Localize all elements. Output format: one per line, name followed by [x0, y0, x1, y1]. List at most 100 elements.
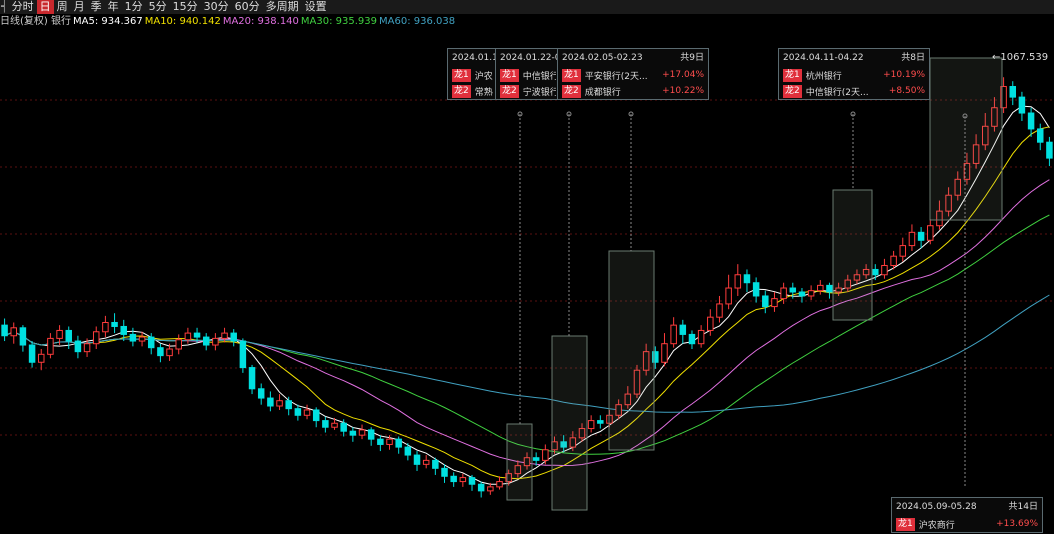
candle[interactable] [294, 404, 302, 421]
candle[interactable] [1046, 136, 1053, 167]
candle[interactable] [92, 326, 100, 350]
candle[interactable] [395, 436, 402, 454]
toolbar-period-4[interactable]: 月 [73, 0, 85, 13]
candle[interactable] [184, 327, 192, 344]
candle[interactable] [102, 315, 109, 338]
candle[interactable] [624, 386, 632, 409]
candle[interactable] [991, 97, 998, 132]
candle[interactable] [312, 407, 320, 428]
candle[interactable] [147, 333, 155, 355]
candle[interactable] [789, 282, 797, 299]
candle[interactable] [945, 187, 952, 217]
candle[interactable] [862, 264, 870, 279]
candle[interactable] [285, 396, 292, 416]
toolbar-period-6[interactable]: 年 [107, 0, 119, 13]
candle[interactable] [157, 343, 164, 363]
toolbar-period-9[interactable]: 15分 [172, 0, 198, 13]
toolbar-period-2[interactable]: 日 [36, 0, 54, 14]
toolbar-period-1[interactable]: 分时 [11, 0, 34, 13]
candlestick-chart[interactable]: ←1067.539 [0, 30, 1054, 534]
candle[interactable] [468, 474, 476, 491]
candle[interactable] [936, 200, 943, 230]
candle[interactable] [257, 383, 265, 405]
popup-stock-row[interactable]: 龙1 沪农 [448, 67, 518, 83]
event-popup[interactable]: 2024.05.09-05.28 共14日 龙1 沪农商行 +13.69% [891, 497, 1043, 533]
candle[interactable] [1009, 81, 1017, 106]
candle[interactable] [432, 457, 439, 475]
candle[interactable] [908, 224, 916, 251]
toolbar-period-12[interactable]: 多周期 [265, 0, 299, 13]
event-popup[interactable]: 2024.04.11-04.22 共8日 龙1 杭州银行 +10.19% 龙2 中信银行(2… [778, 48, 930, 100]
candle[interactable] [560, 435, 567, 453]
candle[interactable] [367, 427, 375, 446]
candle[interactable] [248, 364, 256, 395]
candle[interactable] [1000, 77, 1007, 114]
candle[interactable] [1, 318, 8, 342]
toolbar-period-3[interactable]: 周 [56, 0, 68, 13]
candle[interactable] [28, 341, 36, 368]
candle[interactable] [129, 327, 137, 347]
popup-stock-row[interactable]: 龙1 中信银行 [496, 67, 566, 83]
candle[interactable] [853, 269, 861, 285]
popup-stock-row[interactable]: 龙2 宁波银行 [496, 83, 566, 99]
candle[interactable] [221, 327, 228, 343]
candle[interactable] [477, 481, 485, 498]
candle[interactable] [890, 250, 897, 270]
candle[interactable] [459, 473, 467, 487]
toolbar-period-5[interactable]: 季 [90, 0, 102, 13]
candle[interactable] [56, 325, 63, 346]
candle[interactable] [542, 444, 549, 465]
toolbar-period-13[interactable]: 设置 [304, 0, 327, 13]
candle[interactable] [111, 313, 118, 334]
candle[interactable] [826, 282, 833, 299]
candle[interactable] [597, 415, 604, 429]
popup-stock-row[interactable]: 龙1 杭州银行 +10.19% [779, 67, 929, 83]
candle[interactable] [615, 399, 622, 420]
candle[interactable] [881, 258, 888, 279]
candle[interactable] [798, 288, 806, 303]
candle[interactable] [276, 394, 283, 410]
candle[interactable] [166, 343, 173, 361]
candle[interactable] [212, 333, 219, 351]
candle[interactable] [505, 469, 512, 486]
candle[interactable] [358, 424, 366, 440]
toolbar-collapse-icon[interactable]: ┥ [1, 0, 8, 13]
candle[interactable] [65, 326, 72, 350]
candle[interactable] [642, 343, 650, 376]
candle[interactable] [716, 295, 723, 323]
candle[interactable] [652, 346, 659, 369]
event-popup[interactable]: 2024.01.22-0 龙1 中信银行 龙2 宁波银行 [495, 48, 567, 100]
candle[interactable] [340, 419, 347, 437]
candle[interactable] [578, 423, 586, 442]
candle[interactable] [679, 319, 687, 344]
candle[interactable] [670, 317, 677, 348]
toolbar-period-7[interactable]: 1分 [124, 0, 143, 13]
candle[interactable] [917, 227, 925, 249]
candle[interactable] [267, 391, 274, 412]
candle[interactable] [872, 264, 879, 281]
candle[interactable] [386, 435, 393, 450]
toolbar-period-8[interactable]: 5分 [148, 0, 167, 13]
candle[interactable] [37, 349, 45, 371]
candle[interactable] [899, 237, 907, 262]
candle[interactable] [734, 264, 742, 296]
popup-stock-row[interactable]: 龙2 中信银行(2天... +8.50% [779, 83, 929, 99]
candle[interactable] [697, 325, 705, 348]
candle[interactable] [120, 319, 127, 342]
candle[interactable] [404, 443, 412, 461]
popup-stock-row[interactable]: 龙2 成都银行 +10.22% [558, 83, 708, 99]
candle[interactable] [762, 290, 769, 314]
candle[interactable] [1027, 107, 1035, 137]
candle[interactable] [835, 282, 842, 296]
candle[interactable] [303, 404, 311, 420]
candle[interactable] [74, 335, 82, 359]
candle[interactable] [349, 427, 357, 442]
candle[interactable] [707, 309, 714, 336]
candle[interactable] [954, 171, 962, 201]
candle[interactable] [523, 452, 531, 470]
candle[interactable] [322, 416, 329, 433]
candle[interactable] [175, 334, 182, 355]
candle[interactable] [982, 113, 989, 151]
popup-stock-row[interactable]: 龙1 沪农商行 +13.69% [892, 516, 1042, 532]
popup-stock-row[interactable]: 龙2 常熟 [448, 83, 518, 99]
